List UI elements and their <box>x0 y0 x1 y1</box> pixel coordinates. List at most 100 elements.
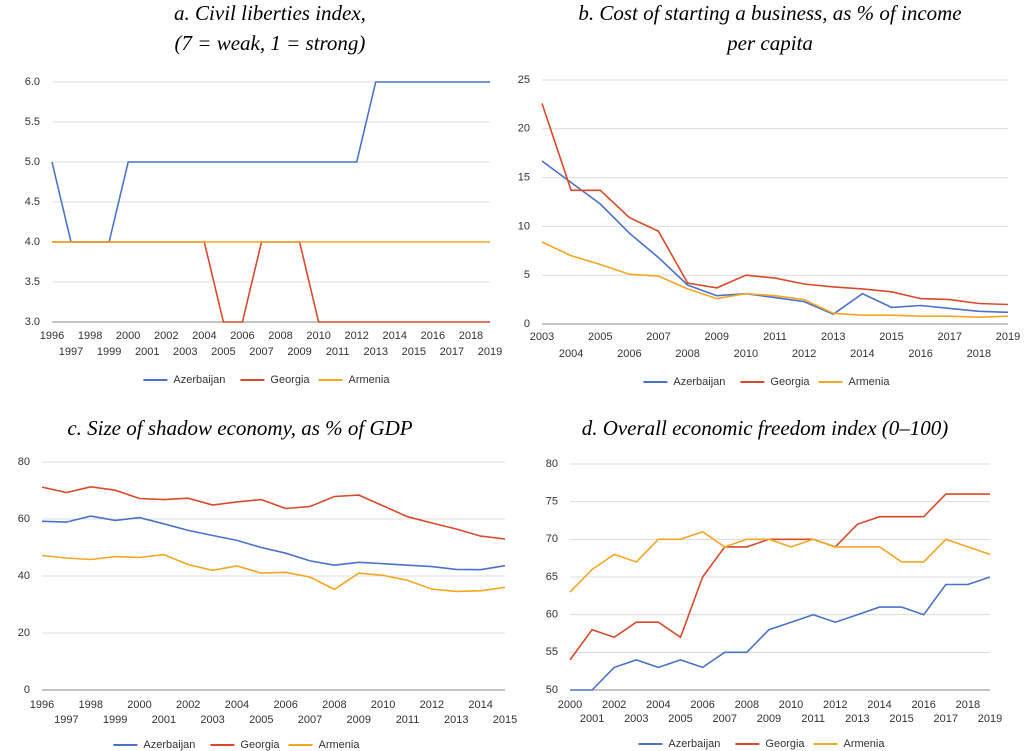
x-tick-label: 2002 <box>154 330 178 342</box>
x-tick-label: 2000 <box>558 699 582 711</box>
y-tick-label: 5 <box>524 269 530 281</box>
x-tick-label: 2012 <box>823 699 847 711</box>
x-tick-label: 2010 <box>779 699 803 711</box>
x-tick-label: 2007 <box>249 346 273 358</box>
x-tick-label: 2003 <box>530 331 554 343</box>
x-tick-label: 2013 <box>845 713 869 725</box>
x-tick-label: 2009 <box>757 713 781 725</box>
x-tick-label: 2014 <box>468 699 492 711</box>
y-tick-label: 25 <box>518 74 530 86</box>
x-tick-label: 1997 <box>54 714 78 726</box>
x-tick-label: 2018 <box>459 330 483 342</box>
x-tick-label: 2017 <box>934 713 958 725</box>
y-tick-label: 75 <box>546 496 558 508</box>
x-tick-label: 2015 <box>493 714 517 726</box>
legend-label: Georgia <box>270 374 310 386</box>
x-tick-label: 2000 <box>116 330 140 342</box>
x-tick-label: 2004 <box>559 348 583 360</box>
legend-label: Azerbaijan <box>668 738 720 750</box>
x-tick-label: 2002 <box>176 699 200 711</box>
x-tick-label: 1999 <box>97 346 121 358</box>
x-tick-label: 2012 <box>420 699 444 711</box>
chart-title: per capita <box>725 31 813 55</box>
x-tick-label: 2005 <box>668 713 692 725</box>
x-tick-label: 2014 <box>867 699 891 711</box>
x-tick-label: 2012 <box>344 330 368 342</box>
x-tick-label: 2019 <box>996 331 1020 343</box>
x-tick-label: 2010 <box>371 699 395 711</box>
x-tick-label: 2012 <box>792 348 816 360</box>
x-tick-label: 2019 <box>978 713 1002 725</box>
x-tick-label: 2008 <box>322 699 346 711</box>
x-tick-label: 2016 <box>911 699 935 711</box>
legend-label: Georgia <box>240 739 280 751</box>
y-tick-label: 0 <box>524 318 530 330</box>
x-tick-label: 2011 <box>326 346 350 358</box>
series-line <box>541 103 1009 306</box>
x-tick-label: 2006 <box>273 699 297 711</box>
y-tick-label: 3.0 <box>25 316 40 328</box>
x-tick-label: 2004 <box>192 330 216 342</box>
y-tick-label: 20 <box>18 627 30 639</box>
chart-title: c. Size of shadow economy, as % of GDP <box>67 416 412 440</box>
chart-title: a. Civil liberties index, <box>174 1 366 25</box>
series-line <box>51 81 490 243</box>
y-tick-label: 40 <box>18 570 30 582</box>
x-tick-label: 2014 <box>850 348 874 360</box>
x-tick-label: 2008 <box>735 699 759 711</box>
x-tick-label: 2016 <box>908 348 932 360</box>
x-tick-label: 2006 <box>690 699 714 711</box>
x-tick-label: 2003 <box>173 346 197 358</box>
series-line <box>569 530 991 593</box>
chart-title: d. Overall economic freedom index (0–100… <box>582 416 949 440</box>
y-tick-label: 55 <box>546 646 558 658</box>
x-tick-label: 2005 <box>211 346 235 358</box>
y-tick-label: 0 <box>24 684 30 696</box>
x-tick-label: 2005 <box>588 331 612 343</box>
x-tick-label: 2011 <box>763 331 787 343</box>
x-tick-label: 2009 <box>347 714 371 726</box>
x-tick-label: 2004 <box>646 699 670 711</box>
x-tick-label: 2005 <box>249 714 273 726</box>
y-tick-label: 5.5 <box>25 116 40 128</box>
x-tick-label: 2000 <box>127 699 151 711</box>
legend-label: Armenia <box>844 738 886 750</box>
y-tick-label: 4.5 <box>25 196 40 208</box>
x-tick-label: 2014 <box>383 330 407 342</box>
x-tick-label: 2016 <box>421 330 445 342</box>
x-tick-label: 2004 <box>225 699 249 711</box>
x-tick-label: 2002 <box>602 699 626 711</box>
legend-label: Armenia <box>849 376 891 388</box>
x-tick-label: 2013 <box>363 346 387 358</box>
x-tick-label: 2013 <box>444 714 468 726</box>
y-tick-label: 80 <box>546 458 558 470</box>
x-tick-label: 2015 <box>889 713 913 725</box>
legend-label: Azerbaijan <box>173 374 225 386</box>
x-tick-label: 2017 <box>440 346 464 358</box>
chart-title: b. Cost of starting a business, as % of … <box>578 1 961 25</box>
legend-label: Georgia <box>765 738 805 750</box>
x-tick-label: 1997 <box>59 346 83 358</box>
x-tick-label: 2018 <box>956 699 980 711</box>
x-tick-label: 2008 <box>675 348 699 360</box>
series-line <box>41 485 506 540</box>
legend-label: Azerbaijan <box>143 739 195 751</box>
series-line <box>41 553 506 593</box>
y-tick-label: 6.0 <box>25 76 40 88</box>
y-tick-label: 3.5 <box>25 276 40 288</box>
x-tick-label: 2006 <box>230 330 254 342</box>
x-tick-label: 2010 <box>306 330 330 342</box>
x-tick-label: 2003 <box>200 714 224 726</box>
legend-label: Armenia <box>319 739 361 751</box>
x-tick-label: 2011 <box>801 713 825 725</box>
x-tick-label: 2011 <box>396 714 420 726</box>
legend-label: Armenia <box>349 374 391 386</box>
series-line <box>541 241 1009 319</box>
x-tick-label: 2008 <box>268 330 292 342</box>
x-tick-label: 2019 <box>478 346 502 358</box>
y-tick-label: 60 <box>18 513 30 525</box>
x-tick-label: 2009 <box>287 346 311 358</box>
x-tick-label: 2013 <box>821 331 845 343</box>
x-tick-label: 2001 <box>580 713 604 725</box>
